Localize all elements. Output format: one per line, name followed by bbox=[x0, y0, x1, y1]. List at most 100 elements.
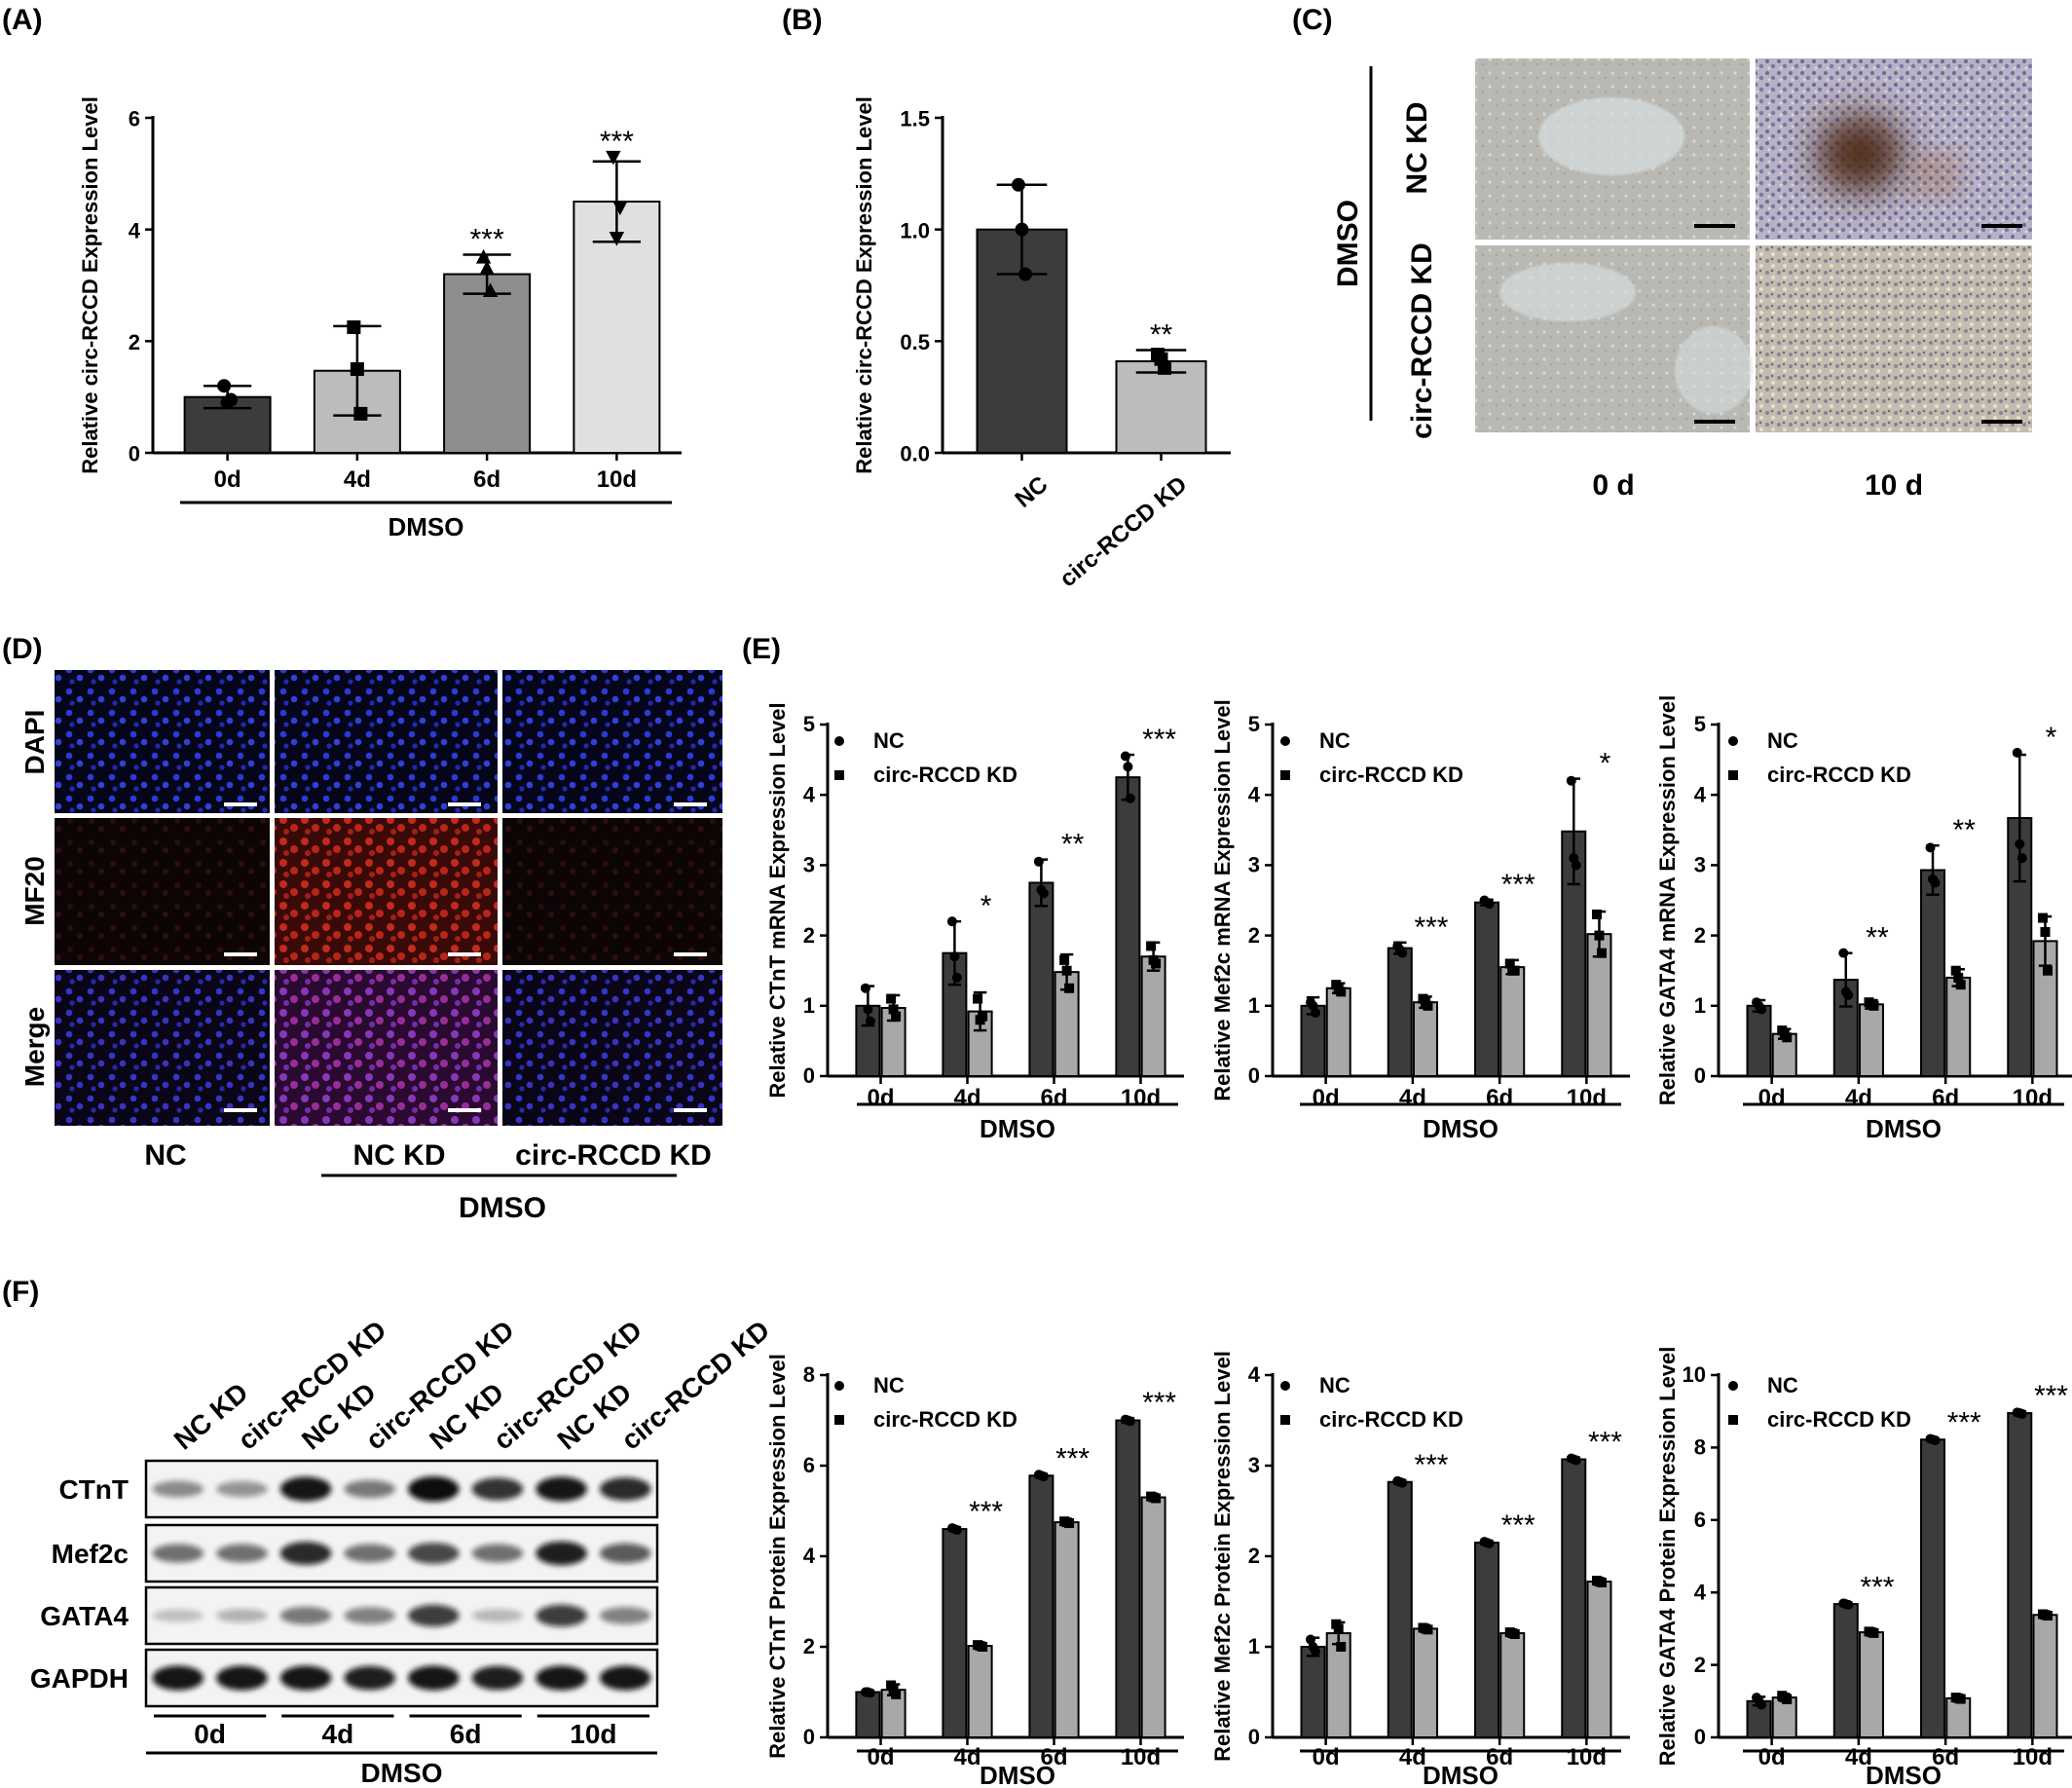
data-point bbox=[865, 1688, 875, 1698]
blot-band bbox=[408, 1665, 460, 1691]
bar bbox=[1325, 987, 1351, 1077]
x-tick-label: 10d bbox=[1121, 1744, 1161, 1770]
blot-band bbox=[599, 1607, 651, 1624]
data-point bbox=[2016, 853, 2027, 864]
bar bbox=[1028, 881, 1054, 1078]
data-point bbox=[951, 1525, 962, 1536]
y-tick-label: 3 bbox=[1248, 1453, 1260, 1477]
y-tick-label: 2 bbox=[803, 923, 815, 948]
blot-band bbox=[536, 1665, 587, 1691]
data-point bbox=[1950, 965, 1961, 976]
data-point bbox=[1123, 762, 1133, 772]
bar bbox=[967, 1645, 993, 1738]
y-tick-label: 0 bbox=[1694, 1063, 1706, 1088]
data-point bbox=[1566, 775, 1576, 786]
x-tick-label: 10d bbox=[2013, 1085, 2053, 1111]
y-tick-label: 8 bbox=[803, 1362, 815, 1387]
data-point bbox=[863, 1004, 873, 1015]
data-point bbox=[1843, 989, 1854, 1000]
if-dapi-nc bbox=[55, 670, 270, 813]
y-tick-label: 2 bbox=[129, 330, 140, 354]
x-tick-label: 6d bbox=[1486, 1744, 1513, 1770]
data-point bbox=[347, 320, 361, 334]
chart-e-ctnt-mrna: 0 1 2 3 4 5 Relative CTnT mRNA Expression Leve… bbox=[765, 702, 1184, 1143]
bar bbox=[2032, 1614, 2058, 1739]
chart-e-mef2c-mrna: 0 1 2 3 4 5 Relative Mef2c mRNA Expression Lev… bbox=[1210, 699, 1630, 1143]
significance-marker: ** bbox=[1150, 319, 1173, 352]
data-point bbox=[217, 379, 232, 393]
panel-c-micrographs: DMSO NC KD circ-RCCD KD 0 d 10 d bbox=[1332, 58, 2032, 502]
data-point bbox=[1782, 1032, 1793, 1043]
y-tick-label: 0 bbox=[129, 442, 140, 466]
x-tick-label: 0d bbox=[867, 1085, 894, 1111]
x-tick-label: 0d bbox=[1313, 1744, 1340, 1770]
data-point bbox=[1018, 267, 1032, 281]
data-point bbox=[1509, 1628, 1520, 1639]
if-dapi-circ-kd bbox=[502, 670, 722, 813]
bar bbox=[1499, 1632, 1526, 1739]
blot-band bbox=[536, 1604, 587, 1627]
bar bbox=[1920, 1438, 1946, 1738]
bar bbox=[1028, 1474, 1054, 1738]
bar bbox=[880, 1689, 906, 1739]
x-tick-label: 10d bbox=[2013, 1744, 2053, 1770]
x-tick-label: 6d bbox=[473, 466, 500, 493]
data-point bbox=[860, 983, 870, 993]
data-point bbox=[1333, 1623, 1344, 1634]
x-tick-label: 4d bbox=[953, 1085, 980, 1111]
y-axis-label: Relative Mef2c Protein Expression Level bbox=[1210, 1351, 1235, 1762]
data-point bbox=[1311, 1646, 1321, 1657]
y-tick-label: 0.5 bbox=[900, 330, 930, 354]
data-point bbox=[1120, 751, 1130, 762]
day-label: 4d bbox=[322, 1719, 354, 1749]
data-point bbox=[1930, 1434, 1941, 1445]
data-point bbox=[1397, 948, 1408, 958]
bar bbox=[1474, 1542, 1500, 1739]
x-tick-label: 4d bbox=[953, 1744, 980, 1770]
micrograph-beating-cluster bbox=[1816, 115, 1904, 193]
x-tick-label: 10d bbox=[1121, 1085, 1161, 1111]
data-point bbox=[1868, 1000, 1879, 1011]
blot-band bbox=[152, 1544, 204, 1563]
chart-f-mef2c-protein: 0 1 2 3 4 Relative Mef2c Protein Expression L… bbox=[1210, 1351, 1630, 1788]
data-point bbox=[224, 392, 239, 407]
x-tick-label: 10d bbox=[597, 466, 637, 493]
data-point bbox=[1838, 948, 1849, 958]
bar bbox=[942, 1528, 968, 1738]
protein-label: Mef2c bbox=[52, 1539, 129, 1569]
x-tick-label: 0d bbox=[214, 466, 241, 493]
x-tick-label: 6d bbox=[1932, 1744, 1959, 1770]
data-point bbox=[1125, 1416, 1135, 1427]
y-tick-label: 1.0 bbox=[900, 218, 930, 242]
legend-marker-kd bbox=[1728, 770, 1738, 780]
data-point bbox=[1955, 980, 1966, 990]
y-tick-label: 2 bbox=[1248, 1544, 1260, 1568]
y-tick-label: 0 bbox=[1694, 1725, 1706, 1749]
if-mf20-circ-kd bbox=[502, 818, 722, 965]
blot-band bbox=[599, 1477, 651, 1501]
data-point bbox=[1757, 1699, 1767, 1710]
data-point bbox=[1757, 1004, 1767, 1015]
data-point bbox=[1038, 888, 1049, 899]
data-point bbox=[1158, 360, 1171, 375]
data-point bbox=[1843, 1599, 1854, 1610]
legend-label-kd: circ-RCCD KD bbox=[1319, 763, 1463, 787]
y-tick-label: 4 bbox=[1694, 1580, 1707, 1604]
data-point bbox=[1571, 860, 1581, 871]
bar bbox=[1387, 1480, 1413, 1738]
significance-marker: *** bbox=[1860, 1572, 1894, 1604]
chart-a: 0 2 4 6 Relative circ-RCCD Expression Level 0… bbox=[78, 96, 682, 541]
y-tick-label: 0.0 bbox=[900, 442, 930, 466]
y-tick-label: 4 bbox=[1248, 1362, 1261, 1387]
legend-label-kd: circ-RCCD KD bbox=[1767, 1407, 1911, 1432]
blot-band bbox=[599, 1665, 651, 1691]
significance-marker: * bbox=[2046, 722, 2057, 754]
bar bbox=[1387, 947, 1413, 1078]
y-tick-label: 4 bbox=[803, 1544, 816, 1568]
bar bbox=[1412, 1627, 1438, 1739]
legend-marker-nc bbox=[834, 736, 844, 746]
data-point bbox=[1571, 1455, 1581, 1466]
bar bbox=[1561, 1458, 1587, 1738]
data-point bbox=[888, 1004, 899, 1015]
blot-band bbox=[216, 1544, 268, 1563]
